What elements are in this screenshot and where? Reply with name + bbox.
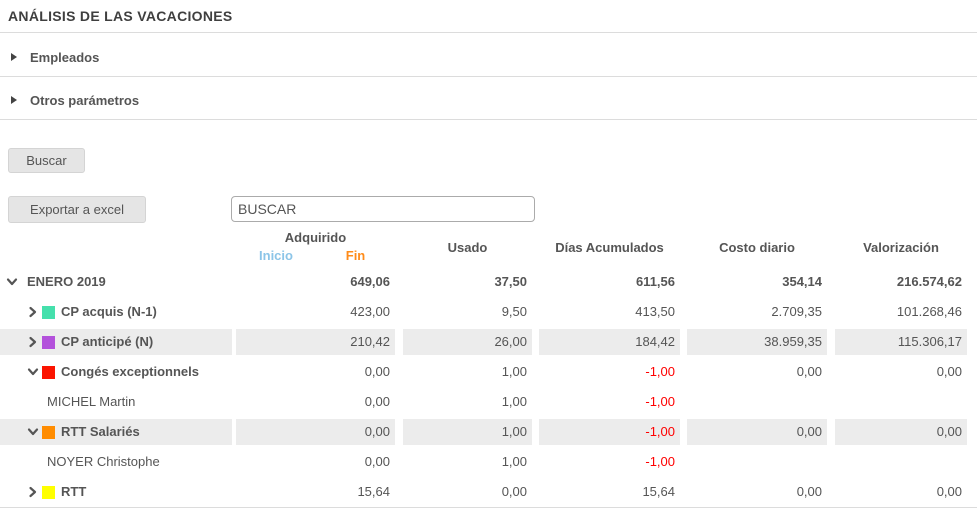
cell-costo-diario: 0,00: [796, 364, 822, 379]
table-header: Adquirido Inicio Fin Usado Días Acumulad…: [0, 228, 977, 267]
divider: [0, 32, 977, 33]
row-label: NOYER Christophe: [47, 454, 160, 469]
export-excel-button[interactable]: Exportar a excel: [8, 196, 146, 223]
cell-costo-diario: [687, 449, 827, 475]
divider: [0, 507, 977, 508]
cell-adquirido: 210,42: [236, 329, 395, 355]
table-row-conges-exceptionnels[interactable]: Congés exceptionnels 0,00 1,00 -1,00 0,0…: [0, 357, 977, 387]
cell-usado: 37,50: [494, 274, 527, 289]
cell-valorizacion: [835, 389, 967, 415]
table-row-cp-anticipe[interactable]: CP anticipé (N) 210,42 26,00 184,42 38.9…: [0, 327, 977, 357]
cell-dias-acumulados: -1,00: [645, 364, 675, 379]
chevron-down-icon[interactable]: [27, 366, 39, 378]
cell-adquirido: 0,00: [236, 419, 395, 445]
col-header-adquirido: Adquirido: [284, 230, 347, 245]
cell-dias-acumulados: 15,64: [642, 484, 675, 499]
legend-color-swatch: [42, 335, 55, 349]
divider: [0, 76, 977, 77]
cell-usado: 1,00: [501, 454, 527, 469]
table-row-noyer-christophe: NOYER Christophe 0,00 1,00 -1,00: [0, 447, 977, 477]
divider: [0, 119, 977, 120]
table-row-rtt-salaries[interactable]: RTT Salariés 0,00 1,00 -1,00 0,00 0,00: [0, 417, 977, 447]
table-row-rtt[interactable]: RTT 15,64 0,00 15,64 0,00 0,00: [0, 477, 977, 507]
cell-adquirido: 15,64: [357, 484, 390, 499]
row-label: RTT: [61, 484, 87, 499]
col-header-usado: Usado: [447, 240, 488, 255]
legend-color-swatch: [42, 305, 55, 319]
col-header-dias-acumulados: Días Acumulados: [555, 240, 664, 255]
cell-dias-acumulados: -1,00: [645, 394, 675, 409]
triangle-right-icon: [11, 96, 17, 104]
col-subheader-inicio: Inicio: [259, 248, 293, 263]
cell-dias-acumulados: -1,00: [645, 454, 675, 469]
legend-color-swatch: [42, 485, 55, 499]
table-row-enero-2019[interactable]: ENERO 2019 649,06 37,50 611,56 354,14 21…: [0, 267, 977, 297]
buscar-button[interactable]: Buscar: [8, 148, 85, 173]
cell-adquirido: 0,00: [364, 364, 390, 379]
table-row-cp-acquis[interactable]: CP acquis (N-1) 423,00 9,50 413,50 2.709…: [0, 297, 977, 327]
cell-valorizacion: 216.574,62: [896, 274, 962, 289]
cell-usado: 1,00: [403, 419, 532, 445]
cell-costo-diario: 38.959,35: [687, 329, 827, 355]
cell-dias-acumulados: -1,00: [539, 419, 680, 445]
row-label: MICHEL Martin: [47, 394, 136, 409]
cell-valorizacion: 0,00: [936, 364, 962, 379]
row-label: ENERO 2019: [27, 274, 106, 289]
cell-usado: 1,00: [501, 364, 527, 379]
cell-valorizacion: 101.268,46: [896, 304, 962, 319]
section-otros-parametros[interactable]: Otros parámetros: [0, 87, 977, 113]
chevron-right-icon[interactable]: [27, 486, 39, 498]
page-title: ANÁLISIS DE LAS VACACIONES: [8, 8, 233, 24]
cell-usado: 0,00: [501, 484, 527, 499]
chevron-right-icon[interactable]: [27, 336, 39, 348]
legend-color-swatch: [42, 425, 55, 439]
section-label: Empleados: [30, 49, 100, 65]
cell-usado: 26,00: [403, 329, 532, 355]
cell-costo-diario: 2.709,35: [771, 304, 822, 319]
cell-valorizacion: 0,00: [835, 419, 967, 445]
col-header-valorizacion: Valorización: [863, 240, 939, 255]
chevron-down-icon[interactable]: [6, 276, 18, 288]
legend-color-swatch: [42, 365, 55, 379]
cell-dias-acumulados: 184,42: [539, 329, 680, 355]
cell-costo-diario: 354,14: [782, 274, 822, 289]
cell-adquirido: 0,00: [364, 454, 390, 469]
chevron-down-icon[interactable]: [27, 426, 39, 438]
cell-costo-diario: [687, 389, 827, 415]
cell-adquirido: 649,06: [350, 274, 390, 289]
cell-adquirido: 0,00: [364, 394, 390, 409]
row-label: Congés exceptionnels: [61, 364, 199, 379]
cell-adquirido: 423,00: [350, 304, 390, 319]
cell-dias-acumulados: 413,50: [635, 304, 675, 319]
section-empleados[interactable]: Empleados: [0, 44, 977, 70]
row-label: CP anticipé (N): [61, 334, 154, 349]
triangle-right-icon: [11, 53, 17, 61]
col-header-costo-diario: Costo diario: [719, 240, 795, 255]
col-subheader-fin: Fin: [345, 248, 366, 263]
search-input[interactable]: [231, 196, 535, 222]
row-label: RTT Salariés: [61, 424, 140, 439]
table-row-michel-martin: MICHEL Martin 0,00 1,00 -1,00: [0, 387, 977, 417]
cell-valorizacion: 0,00: [936, 484, 962, 499]
cell-costo-diario: 0,00: [687, 419, 827, 445]
cell-costo-diario: 0,00: [796, 484, 822, 499]
cell-valorizacion: [835, 449, 967, 475]
cell-usado: 1,00: [501, 394, 527, 409]
cell-dias-acumulados: 611,56: [635, 274, 675, 289]
cell-usado: 9,50: [501, 304, 527, 319]
chevron-right-icon[interactable]: [27, 306, 39, 318]
table-body: ENERO 2019 649,06 37,50 611,56 354,14 21…: [0, 267, 977, 507]
row-label: CP acquis (N-1): [61, 304, 157, 319]
cell-valorizacion: 115.306,17: [835, 329, 967, 355]
section-label: Otros parámetros: [30, 92, 140, 108]
